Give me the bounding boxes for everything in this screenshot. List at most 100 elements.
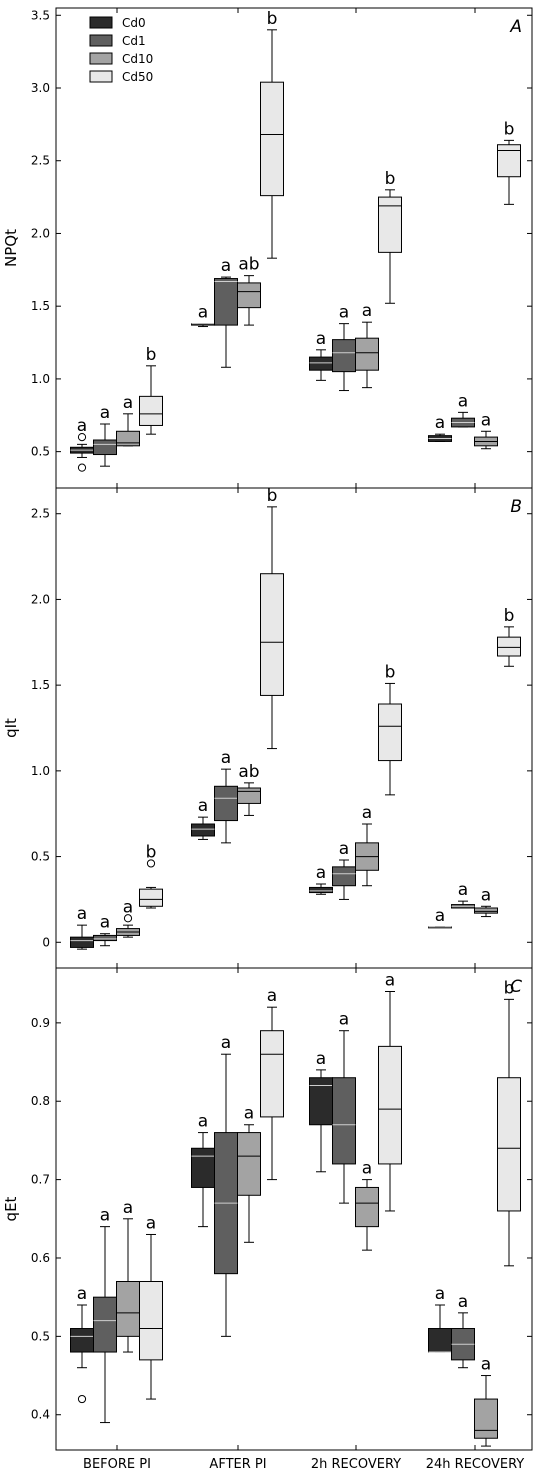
box-iqr (214, 785, 238, 822)
significance-label: a (316, 329, 326, 349)
box-cd10: ab (237, 762, 261, 816)
y-tick-label: 0.7 (31, 1173, 50, 1187)
significance-label: ab (238, 762, 259, 782)
y-axis-label: qIt (2, 718, 20, 738)
outlier-point (77, 1394, 87, 1404)
box-cd50: b (378, 662, 402, 796)
significance-label: b (267, 9, 278, 29)
legend-swatch-cd50 (89, 70, 113, 83)
y-tick-label: 0.4 (31, 1408, 50, 1422)
box-cd0: a (428, 906, 452, 929)
box-cd10: a (116, 897, 140, 938)
box-cd50: a (139, 1213, 163, 1400)
x-category-label: 24h RECOVERY (426, 1457, 525, 1471)
significance-label: a (198, 303, 208, 323)
y-tick-label: 3.5 (31, 8, 50, 22)
significance-label: a (339, 303, 349, 323)
box-iqr (309, 886, 333, 894)
panel-letter: A (509, 17, 522, 37)
box-cd0: a (70, 904, 94, 950)
significance-label: ab (238, 255, 259, 275)
box-cd0: a (191, 303, 215, 328)
significance-label: a (458, 391, 468, 411)
box-cd50: b (260, 486, 284, 750)
box-iqr (260, 81, 284, 197)
significance-label: a (362, 301, 372, 321)
significance-label: a (198, 796, 208, 816)
box-cd1: a (451, 391, 475, 428)
outlier-point (77, 432, 87, 442)
significance-label: b (504, 978, 515, 998)
box-cd50: b (497, 978, 521, 1267)
box-cd0: a (191, 796, 215, 840)
y-tick-label: 0 (42, 935, 50, 949)
box-iqr (332, 1077, 356, 1165)
x-category-label: AFTER PI (209, 1457, 266, 1471)
box-iqr (260, 1030, 284, 1118)
box-iqr (378, 196, 402, 253)
significance-label: a (267, 986, 277, 1006)
x-category-label: 2h RECOVERY (311, 1457, 401, 1471)
box-cd1: a (451, 1292, 475, 1369)
legend-label-cd10: Cd10 (122, 52, 153, 66)
box-cd50: a (378, 971, 402, 1212)
box-cd10: a (355, 803, 379, 887)
significance-label: a (100, 403, 110, 423)
significance-label: a (362, 803, 372, 823)
box-cd1: a (451, 880, 475, 909)
box-cd50: b (139, 842, 163, 909)
legend: Cd0 Cd1 Cd10 Cd50 (89, 16, 153, 84)
significance-label: a (100, 913, 110, 933)
box-cd10: a (116, 393, 140, 447)
y-axis-label: NPQt (2, 229, 20, 267)
box-cd50: b (497, 119, 521, 205)
significance-label: b (504, 606, 515, 626)
box-iqr (474, 907, 498, 914)
outlier-point (77, 463, 87, 472)
significance-label: a (481, 410, 491, 430)
box-iqr (332, 339, 356, 373)
significance-label: a (77, 416, 87, 436)
box-iqr (116, 430, 140, 447)
box-cd0: a (191, 1112, 215, 1228)
legend-swatch-cd1 (89, 34, 113, 47)
box-iqr (93, 1296, 117, 1353)
box-cd50: a (260, 986, 284, 1181)
significance-label: a (481, 885, 491, 905)
box-iqr (93, 439, 117, 456)
significance-label: a (362, 1159, 372, 1179)
legend-label-cd50: Cd50 (122, 70, 153, 84)
box-iqr (355, 1186, 379, 1228)
box-cd0: a (70, 1284, 94, 1404)
box-cd0: a (309, 863, 333, 895)
box-iqr (93, 934, 117, 942)
box-cd10: a (474, 410, 498, 450)
group-after-pi: a a a a (191, 986, 284, 1337)
box-iqr (237, 787, 261, 804)
y-axis-label: qEt (2, 1196, 20, 1221)
y-tick-label: 1.0 (31, 372, 50, 386)
box-iqr (116, 1280, 140, 1337)
box-cd10: a (116, 1198, 140, 1353)
significance-label: a (123, 897, 133, 917)
box-iqr (474, 1398, 498, 1439)
significance-label: a (458, 880, 468, 900)
box-cd1: a (214, 748, 238, 844)
panel-letter: B (510, 497, 522, 517)
box-iqr (191, 823, 215, 837)
box-cd0: a (428, 1284, 452, 1353)
box-iqr (139, 888, 163, 907)
y-tick-label: 0.8 (31, 1094, 50, 1108)
box-iqr (237, 282, 261, 309)
box-cd50: b (497, 606, 521, 667)
significance-label: a (221, 1033, 231, 1053)
